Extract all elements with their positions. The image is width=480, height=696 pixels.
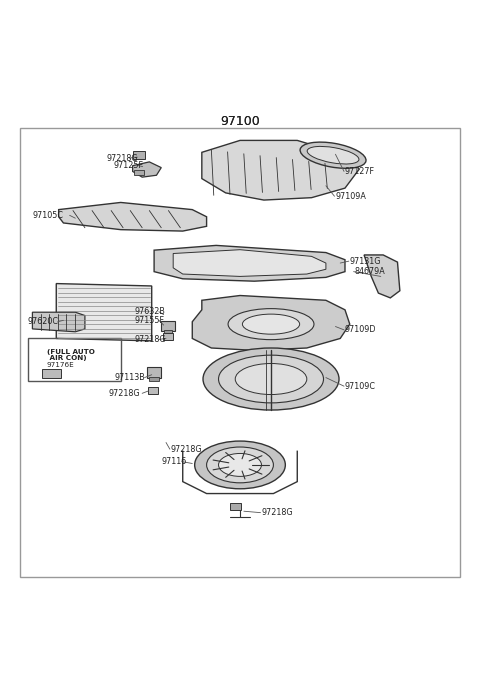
Polygon shape	[59, 203, 206, 231]
Text: 97100: 97100	[220, 115, 260, 128]
Text: 97125F: 97125F	[114, 161, 144, 170]
Text: 97218G: 97218G	[107, 154, 138, 163]
Ellipse shape	[228, 308, 314, 340]
Polygon shape	[154, 246, 345, 281]
Text: 97113B: 97113B	[115, 373, 146, 382]
Ellipse shape	[206, 447, 274, 483]
Ellipse shape	[242, 314, 300, 334]
FancyBboxPatch shape	[163, 333, 173, 340]
Text: 97632B: 97632B	[134, 307, 165, 316]
Text: 97218G: 97218G	[262, 508, 293, 517]
Polygon shape	[33, 313, 85, 332]
Polygon shape	[132, 162, 161, 177]
Text: 97218G: 97218G	[171, 445, 203, 454]
Text: 97105C: 97105C	[33, 211, 63, 220]
FancyBboxPatch shape	[229, 503, 241, 510]
Text: 97176E: 97176E	[47, 362, 74, 368]
Text: 97218G: 97218G	[134, 335, 166, 344]
FancyBboxPatch shape	[161, 321, 175, 331]
Text: 97100: 97100	[220, 115, 260, 128]
FancyBboxPatch shape	[149, 377, 159, 381]
Ellipse shape	[307, 146, 359, 164]
Ellipse shape	[195, 441, 285, 489]
Ellipse shape	[203, 348, 339, 410]
Text: AIR CON): AIR CON)	[47, 354, 86, 361]
Text: 97109C: 97109C	[345, 381, 376, 390]
Text: 97218G: 97218G	[109, 389, 140, 398]
Text: 97620C: 97620C	[28, 317, 59, 326]
Polygon shape	[56, 283, 152, 341]
Text: 97127F: 97127F	[345, 167, 375, 176]
Polygon shape	[192, 296, 350, 350]
Polygon shape	[364, 255, 400, 298]
Polygon shape	[173, 250, 326, 276]
Ellipse shape	[235, 363, 307, 395]
FancyBboxPatch shape	[148, 387, 158, 395]
Polygon shape	[202, 141, 360, 200]
Text: 97155F: 97155F	[134, 316, 164, 325]
Ellipse shape	[218, 454, 262, 476]
Ellipse shape	[218, 355, 324, 403]
Text: 84679A: 84679A	[355, 267, 385, 276]
Text: 97131G: 97131G	[350, 257, 381, 266]
Text: 97109A: 97109A	[336, 191, 366, 200]
FancyBboxPatch shape	[42, 368, 61, 378]
Ellipse shape	[300, 142, 366, 168]
FancyBboxPatch shape	[134, 170, 144, 175]
FancyBboxPatch shape	[132, 151, 144, 159]
Text: (FULL AUTO: (FULL AUTO	[47, 349, 95, 355]
FancyBboxPatch shape	[147, 367, 161, 378]
Text: 97116: 97116	[161, 457, 187, 466]
FancyBboxPatch shape	[164, 330, 172, 335]
Text: 97109D: 97109D	[345, 325, 376, 334]
